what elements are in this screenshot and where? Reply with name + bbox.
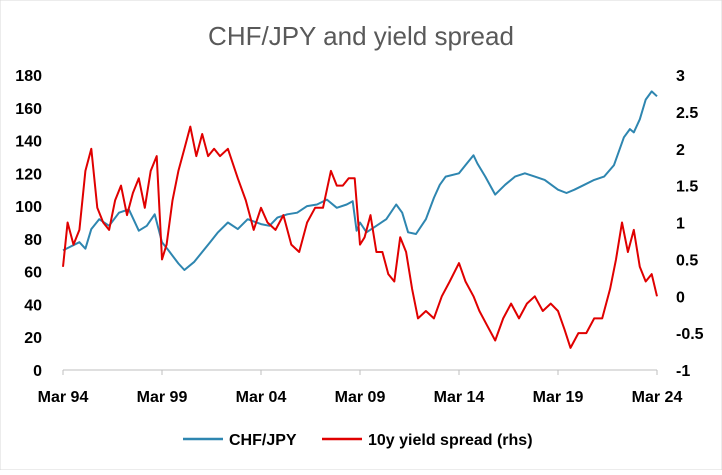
x-tick-label: Mar 99 xyxy=(137,389,188,406)
x-tick-label: Mar 19 xyxy=(533,389,584,406)
left-tick-label: 0 xyxy=(33,363,42,380)
right-tick-label: 2.5 xyxy=(676,105,698,122)
left-tick-label: 20 xyxy=(24,330,42,347)
left-tick-label: 40 xyxy=(24,297,42,314)
right-tick-label: -0.5 xyxy=(676,326,704,343)
left-axis: 0 20 40 60 80 100 120 140 160 180 xyxy=(15,68,42,380)
right-tick-label: -1 xyxy=(676,363,690,380)
x-axis: Mar 94 Mar 99 Mar 04 Mar 09 Mar 14 Mar 19 Mar … xyxy=(38,369,683,406)
right-tick-label: 0.5 xyxy=(676,252,698,269)
legend-label-chf-jpy: CHF/JPY xyxy=(229,432,297,449)
right-tick-label: 2 xyxy=(676,142,685,159)
right-tick-label: 3 xyxy=(676,68,685,85)
right-tick-label: 0 xyxy=(676,289,685,306)
x-tick-label: Mar 14 xyxy=(434,389,485,406)
right-tick-label: 1 xyxy=(676,216,685,233)
right-tick-label: 1.5 xyxy=(676,179,698,196)
series-line-yield-spread xyxy=(62,125,658,349)
left-tick-label: 120 xyxy=(15,166,42,183)
legend-label-yield-spread: 10y yield spread (rhs) xyxy=(368,432,533,449)
left-tick-label: 100 xyxy=(15,199,42,216)
legend: CHF/JPY 10y yield spread (rhs) xyxy=(183,432,533,449)
x-tick-label: Mar 04 xyxy=(236,389,287,406)
x-tick-label: Mar 24 xyxy=(632,389,683,406)
x-tick-label: Mar 09 xyxy=(335,389,386,406)
left-tick-label: 80 xyxy=(24,232,42,249)
x-tick-label: Mar 94 xyxy=(38,389,89,406)
left-tick-label: 180 xyxy=(15,68,42,85)
left-tick-label: 60 xyxy=(24,265,42,282)
left-tick-label: 140 xyxy=(15,134,42,151)
left-tick-label: 160 xyxy=(15,101,42,118)
right-axis: -1 -0.5 0 0.5 1 1.5 2 2.5 3 xyxy=(676,68,704,380)
chart-title: CHF/JPY and yield spread xyxy=(208,21,514,51)
series-layer xyxy=(62,90,658,349)
